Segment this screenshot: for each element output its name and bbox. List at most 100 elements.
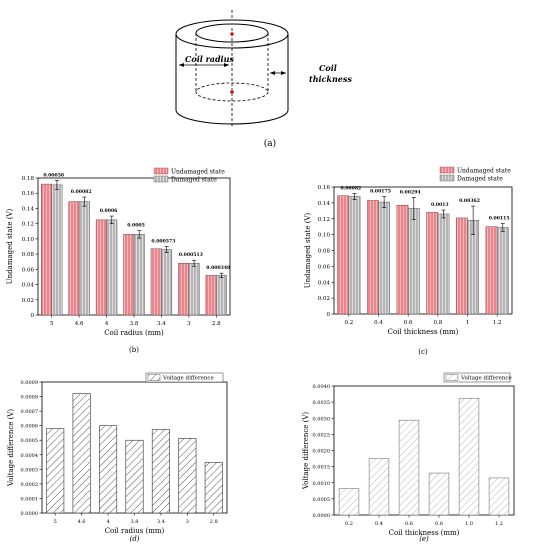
x-tick-label: 5 xyxy=(50,321,54,327)
y-tick-label: 0.06 xyxy=(318,264,331,270)
x-axis-label: Coil thickness (mm) xyxy=(389,529,460,537)
y-tick-label: 0.0010 xyxy=(313,481,331,487)
x-tick-label: 3.8 xyxy=(131,519,139,525)
center-point-bottom xyxy=(230,90,234,94)
y-tick-label: 0.0006 xyxy=(21,424,39,430)
bar-voltage-difference xyxy=(204,462,223,514)
x-tick-label: 4 xyxy=(105,321,109,327)
y-tick-label: 0.14 xyxy=(22,206,35,212)
data-label: 0.00082 xyxy=(340,185,361,191)
bar-undamaged xyxy=(366,200,379,315)
y-tick-label: 0.10 xyxy=(318,233,331,239)
bar-damaged xyxy=(78,201,90,316)
x-tick-label: 1 xyxy=(466,320,470,326)
x-axis-label: Coil radius (mm) xyxy=(105,527,165,535)
coil-thickness-label-2: thickness xyxy=(309,74,352,84)
y-tick-label: 0.08 xyxy=(22,252,35,258)
x-tick-label: 0.6 xyxy=(404,320,413,326)
x-tick-label: 0.6 xyxy=(405,521,413,527)
y-tick-label: 0.02 xyxy=(22,298,34,304)
data-label: 0.00362 xyxy=(459,198,480,204)
y-tick-label: 0.0025 xyxy=(313,432,331,438)
x-tick-label: 0.2 xyxy=(345,521,353,527)
x-tick-label: 3.8 xyxy=(130,321,139,327)
bar-voltage-difference xyxy=(488,477,510,516)
y-tick-label: 0.0004 xyxy=(21,453,39,459)
y-tick-label: 0.18 xyxy=(22,176,35,182)
bar-undamaged xyxy=(41,183,52,316)
x-tick-label: 3 xyxy=(187,321,191,327)
y-tick-label: 0.06 xyxy=(22,267,35,273)
bar-voltage-difference xyxy=(178,438,197,514)
data-label: 0.00115 xyxy=(489,216,510,222)
y-tick-label: 0.0030 xyxy=(313,416,331,422)
x-tick-label: 0.4 xyxy=(374,320,383,326)
bar-damaged xyxy=(188,262,200,316)
y-tick-label: 0.12 xyxy=(318,217,330,223)
y-tick-label: 0.10 xyxy=(22,237,35,243)
x-tick-label: 5 xyxy=(54,519,57,525)
data-label: 0.0006 xyxy=(100,208,118,214)
legend: Voltage difference xyxy=(145,372,224,383)
x-tick-label: 1.0 xyxy=(465,521,473,527)
data-label: 0.000513 xyxy=(179,252,203,258)
y-tick-label: 0.14 xyxy=(318,201,331,207)
y-tick-label: 0.12 xyxy=(22,222,34,228)
legend-label-voltage-difference: Voltage difference xyxy=(460,376,512,382)
legend-label-voltage-difference: Voltage difference xyxy=(162,376,214,382)
bar-voltage-difference xyxy=(99,425,118,514)
bar-undamaged xyxy=(150,248,162,316)
y-tick-label: 0.0001 xyxy=(21,496,39,502)
bar-undamaged xyxy=(123,234,135,316)
y-tick-label: 0.0009 xyxy=(21,380,39,386)
legend-label-undamaged: Undamaged state xyxy=(457,168,511,175)
radius-arrowhead-left xyxy=(179,63,184,67)
bar-damaged xyxy=(407,208,420,315)
x-tick-label: 3.4 xyxy=(157,321,166,327)
x-tick-label: 4.6 xyxy=(78,519,86,525)
y-tick-label: 0.0040 xyxy=(313,384,331,390)
bar-voltage-difference xyxy=(125,439,144,514)
data-label: 0.000573 xyxy=(151,239,175,245)
legend-box xyxy=(443,372,511,383)
y-tick-label: 0.0000 xyxy=(313,513,331,519)
y-axis-label: Voltage difference (V) xyxy=(7,409,15,488)
bar-damaged xyxy=(348,196,361,315)
bar-voltage-difference xyxy=(428,472,450,516)
y-tick-label: 0.0035 xyxy=(313,400,331,406)
chart-coil-thickness-voltage: 0 0.02 0.04 0.06 0.08 0.10 0.12 0.14 0.16 0.2 0.00… xyxy=(304,166,513,356)
y-tick-label: 0.0020 xyxy=(313,449,331,455)
panel-label: (d) xyxy=(130,535,140,543)
legend-label-undamaged: Undamaged state xyxy=(171,169,225,176)
data-label: 0.0013 xyxy=(431,202,449,208)
x-axis-label: Coil thickness (mm) xyxy=(388,328,459,336)
y-tick-label: 0.0007 xyxy=(21,409,39,415)
plot-frame xyxy=(333,186,513,315)
chart-coil-thickness-difference: 0.0000 0.0005 0.0010 0.0015 0.0020 0.0025 0.00… xyxy=(302,372,515,543)
bar-voltage-difference xyxy=(368,458,390,516)
panel-a-label: (a) xyxy=(264,138,276,149)
y-tick-label: 0 xyxy=(31,313,35,319)
bar-voltage-difference xyxy=(46,428,65,514)
y-axis-label: Undamaged state (V) xyxy=(6,208,14,284)
bar-damaged xyxy=(133,234,145,316)
y-axis-label: Undamaged state (V) xyxy=(304,212,312,288)
y-tick-label: 0.02 xyxy=(318,296,330,302)
x-tick-label: 3.4 xyxy=(157,519,165,525)
x-tick-label: 2.8 xyxy=(210,519,218,525)
legend-swatch-damaged xyxy=(439,174,455,182)
x-tick-label: 1.2 xyxy=(493,320,502,326)
y-tick-label: 0.04 xyxy=(318,280,331,286)
bar-undamaged xyxy=(426,212,439,315)
bar-damaged xyxy=(51,184,63,316)
thickness-arrowhead-right xyxy=(281,71,286,75)
y-tick-label: 0.0005 xyxy=(313,497,331,503)
legend-swatch-undamaged xyxy=(439,166,455,174)
coil-diagram: Coil radius Coil thickness (a) xyxy=(175,10,352,149)
x-tick-label: 3 xyxy=(186,519,189,525)
x-tick-label: 4 xyxy=(106,519,109,525)
bar-damaged xyxy=(161,249,173,316)
x-tick-label: 2.8 xyxy=(212,321,221,327)
y-tick-label: 0.0008 xyxy=(21,395,39,401)
